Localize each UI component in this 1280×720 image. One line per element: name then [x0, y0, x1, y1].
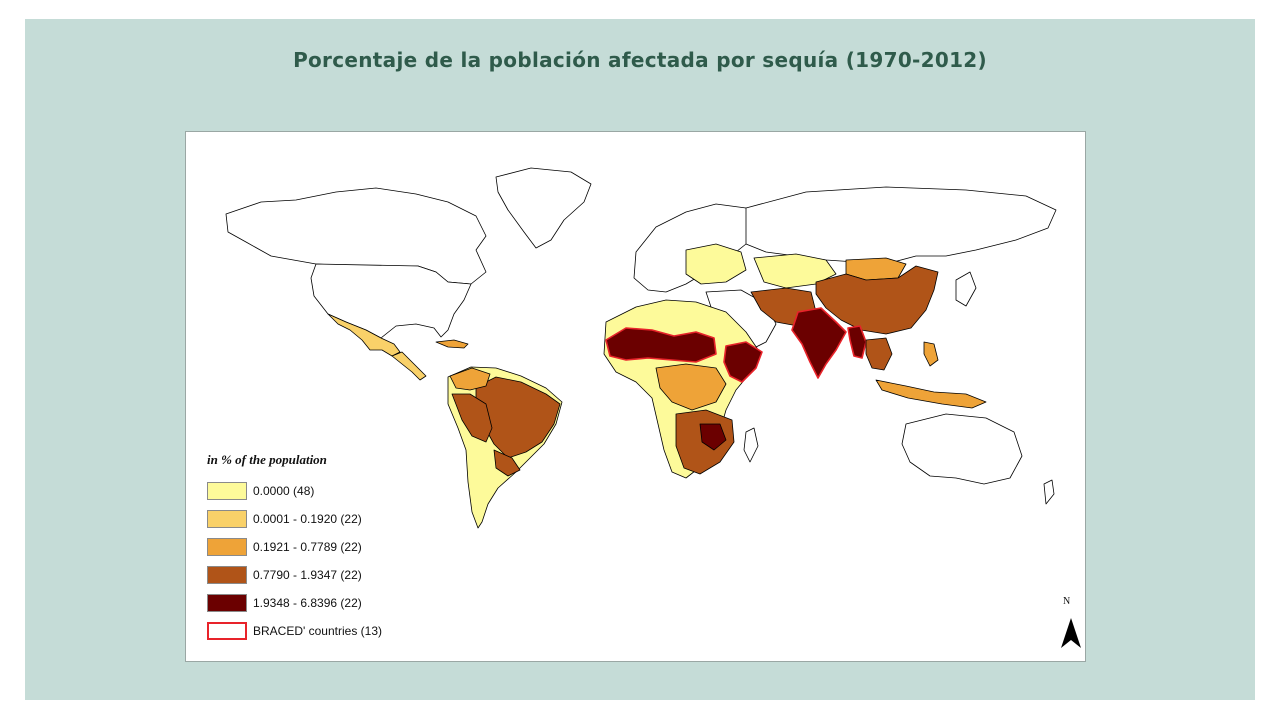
- zimbabwe-shape: [699, 423, 727, 451]
- myanmar-shape: [847, 325, 867, 359]
- legend-item-0: 0.0000 (48): [207, 482, 467, 500]
- map-frame: in % of the population 0.0000 (48) 0.000…: [185, 131, 1086, 662]
- eastern-europe-shape: [685, 243, 747, 285]
- japan-shape: [955, 271, 977, 307]
- central-africa-shape: [655, 363, 727, 411]
- legend-title: in % of the population: [207, 452, 327, 467]
- paraguay-shape: [493, 449, 521, 477]
- caribbean-shape: [435, 339, 469, 349]
- legend-swatch: [207, 510, 247, 528]
- india-shape: [791, 307, 847, 379]
- slide-title: Porcentaje de la población afectada por …: [293, 48, 987, 72]
- legend-swatch: [207, 538, 247, 556]
- legend-item-2: 0.1921 - 0.7789 (22): [207, 538, 467, 556]
- legend-swatch-outline: [207, 622, 247, 640]
- horn-of-africa-shape: [723, 341, 763, 383]
- southeast-asia-shape: [865, 337, 893, 371]
- legend-label: 0.7790 - 1.9347 (22): [253, 568, 362, 582]
- north-arrow-icon: [1061, 618, 1081, 648]
- legend-label: 0.0000 (48): [253, 484, 315, 498]
- venezuela-shape: [449, 367, 491, 391]
- new-zealand-shape: [1043, 479, 1055, 505]
- indonesia-shape: [875, 379, 987, 409]
- madagascar-shape: [743, 427, 759, 463]
- legend-label: 0.1921 - 0.7789 (22): [253, 540, 362, 554]
- north-label: N: [1063, 596, 1071, 607]
- russia-shape: [745, 186, 1057, 265]
- greenland-shape: [495, 167, 592, 249]
- china-shape: [815, 265, 939, 335]
- sahel-shape: [605, 327, 717, 363]
- world-map: [225, 167, 1057, 529]
- legend-item-1: 0.0001 - 0.1920 (22): [207, 510, 467, 528]
- legend-label: 1.9348 - 6.8396 (22): [253, 596, 362, 610]
- legend-swatch: [207, 594, 247, 612]
- australia-shape: [901, 413, 1023, 485]
- north-arrow-icon: N: [1056, 596, 1085, 656]
- legend-label: BRACED' countries (13): [253, 624, 382, 638]
- legend-item-3: 0.7790 - 1.9347 (22): [207, 566, 467, 584]
- legend-swatch: [207, 566, 247, 584]
- central-america-shape: [391, 351, 427, 381]
- legend-swatch: [207, 482, 247, 500]
- peru-bolivia-shape: [451, 393, 493, 443]
- canada-shape: [225, 187, 487, 285]
- legend-label: 0.0001 - 0.1920 (22): [253, 512, 362, 526]
- legend-item-5: BRACED' countries (13): [207, 622, 467, 640]
- legend-item-4: 1.9348 - 6.8396 (22): [207, 594, 467, 612]
- philippines-shape: [923, 341, 939, 367]
